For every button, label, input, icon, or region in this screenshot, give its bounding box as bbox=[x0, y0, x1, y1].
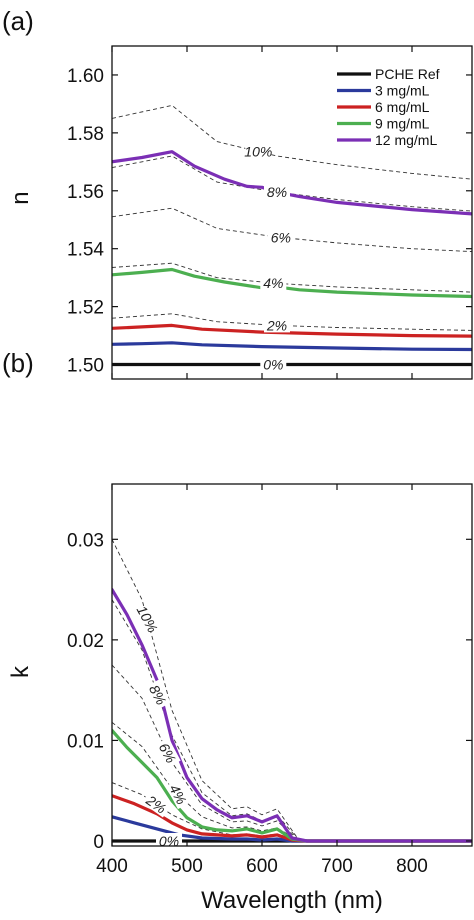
xtick-label-400: 400 bbox=[96, 856, 128, 877]
reference-label-6-group: 6% bbox=[267, 229, 294, 246]
panel-b-label: (b) bbox=[2, 348, 34, 378]
reference-label-6-group: 6% bbox=[155, 737, 181, 768]
reference-label-10: 10% bbox=[134, 603, 161, 635]
legend-label-3-mg-ml: 3 mg/mL bbox=[375, 83, 430, 99]
reference-curve-2 bbox=[112, 313, 472, 331]
legend-label-9-mg-ml: 9 mg/mL bbox=[375, 116, 430, 132]
xtick-label-500: 500 bbox=[171, 856, 203, 877]
reference-label-2-bg bbox=[141, 790, 172, 818]
reference-label-2: 2% bbox=[266, 317, 287, 333]
reference-label-4-group: 4% bbox=[260, 275, 287, 291]
reference-curve-8 bbox=[112, 599, 472, 842]
reference-label-6: 6% bbox=[271, 230, 291, 246]
panel-a-plot-area: 10% 8% 6% 4% 2% 0% 1.50 1.52 1.54 1.56 1.58 1.60 bbox=[67, 46, 472, 379]
reference-label-8-bg bbox=[264, 184, 290, 200]
ytick-label-0-03: 0.03 bbox=[67, 530, 104, 551]
reference-curve-10 bbox=[112, 539, 472, 842]
reference-curve-4 bbox=[112, 721, 472, 842]
xtick-label-600: 600 bbox=[246, 856, 278, 877]
legend-label-12-mg-ml: 12 mg/mL bbox=[375, 132, 437, 148]
legend-label-6-mg-ml: 6 mg/mL bbox=[375, 99, 430, 115]
ytick-label-1-54: 1.54 bbox=[67, 240, 104, 261]
ytick-label-0-02: 0.02 bbox=[67, 631, 104, 652]
panel-b-xlabel: Wavelength (nm) bbox=[201, 887, 383, 914]
reference-curve-8 bbox=[112, 155, 472, 212]
reference-label-0-bg bbox=[156, 833, 182, 848]
reference-label-2-bg bbox=[264, 317, 290, 333]
ytick-label-0-01: 0.01 bbox=[67, 731, 104, 752]
reference-label-8: 8% bbox=[267, 184, 287, 200]
reference-label-4-bg bbox=[165, 779, 192, 810]
ytick-label-1-56: 1.56 bbox=[67, 182, 104, 203]
xtick-label-800: 800 bbox=[396, 856, 428, 877]
panel-a-ylabel: n bbox=[7, 191, 34, 204]
reference-label-0-bg bbox=[260, 356, 287, 372]
reference-label-8-group: 8% bbox=[145, 679, 171, 710]
reference-label-8-group: 8% bbox=[264, 184, 290, 200]
panel-b-curves bbox=[112, 539, 472, 843]
reference-curve-4 bbox=[112, 262, 472, 293]
ytick-label-1-50: 1.50 bbox=[67, 356, 104, 377]
series-line-12-mg-ml bbox=[112, 587, 472, 843]
series-line-12-mg-ml bbox=[112, 150, 472, 216]
legend-label-pche-ref: PCHE Ref bbox=[375, 66, 440, 82]
reference-label-0-group: 0% bbox=[260, 356, 287, 373]
reference-label-2-group: 2% bbox=[264, 317, 290, 333]
reference-curve-6 bbox=[112, 664, 472, 842]
series-line-9-mg-ml bbox=[112, 267, 472, 299]
series-line-3-mg-ml bbox=[112, 341, 472, 352]
reference-label-6-bg bbox=[155, 737, 181, 768]
ytick-label-1-58: 1.58 bbox=[67, 124, 104, 145]
reference-label-10-group: 10% bbox=[134, 603, 161, 635]
xtick-label-700: 700 bbox=[321, 856, 353, 877]
reference-curve-10 bbox=[112, 104, 472, 180]
panel-a-frame bbox=[111, 45, 473, 380]
reference-label-4-bg bbox=[260, 275, 287, 291]
ytick-label-1-60: 1.60 bbox=[67, 66, 104, 87]
series-line-6-mg-ml bbox=[112, 323, 472, 338]
series-line-9-mg-ml bbox=[112, 728, 472, 843]
panel-b-extinction: (b) k Wavelength (nm) 10%8%6%4%2%0%00.01… bbox=[2, 348, 473, 914]
panel-a-label: (a) bbox=[2, 6, 34, 36]
reference-label-0: 0% bbox=[159, 833, 179, 849]
reference-label-10: 10% bbox=[244, 144, 272, 160]
reference-label-4: 4% bbox=[263, 275, 283, 291]
panel-a-refractive-index: (a) n 10%8%6%4%2%0%1.501.521.541.561.581… bbox=[2, 6, 473, 380]
reference-label-6-bg bbox=[267, 229, 294, 245]
reference-label-10-group: 10% bbox=[244, 143, 272, 160]
reference-label-8-bg bbox=[145, 679, 171, 710]
panel-b-ylabel: k bbox=[7, 665, 34, 678]
panel-b-frame bbox=[111, 483, 473, 847]
ytick-label-1-52: 1.52 bbox=[67, 298, 104, 319]
reference-label-0-group: 0% bbox=[156, 833, 182, 849]
ytick-label-0: 0 bbox=[93, 832, 104, 853]
reference-label-10-bg bbox=[245, 143, 272, 159]
reference-label-10-bg bbox=[135, 603, 161, 634]
reference-label-0: 0% bbox=[263, 357, 283, 373]
